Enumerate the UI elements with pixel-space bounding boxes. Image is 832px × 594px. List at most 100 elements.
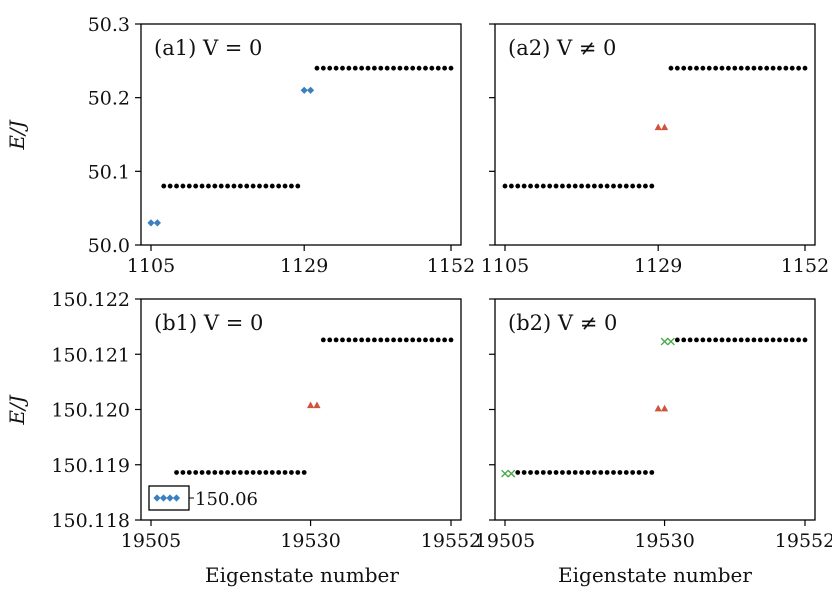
- data-point-dot: [372, 337, 377, 343]
- data-point-diamond: [306, 86, 315, 94]
- data-point-dot: [448, 337, 454, 343]
- data-point-dot: [231, 183, 237, 189]
- data-point-dot: [713, 65, 719, 71]
- data-point-dot: [391, 65, 396, 71]
- data-point-dot: [346, 337, 352, 343]
- y-tick-label: 50.1: [88, 161, 130, 183]
- data-point-dot: [630, 183, 636, 189]
- y-tick-label: 50.2: [88, 88, 130, 110]
- data-point-dot: [713, 337, 719, 343]
- panel-a2: 1105 1129 1152 (a2) V ≠ 0: [481, 23, 829, 277]
- x-tick-label: 1105: [127, 255, 175, 277]
- data-point-dot: [534, 470, 540, 475]
- data-point-dot: [604, 183, 610, 189]
- data-point-dot: [770, 65, 776, 71]
- data-point-dot: [435, 65, 441, 71]
- data-point-dot: [611, 183, 616, 189]
- data-point-dot: [199, 470, 205, 475]
- data-point-dot: [327, 337, 333, 343]
- data-point-dot: [617, 183, 623, 189]
- data-point-dot: [161, 183, 167, 189]
- data-point-dot: [365, 65, 371, 71]
- data-point-dot: [515, 183, 521, 189]
- data-point-dot: [700, 337, 706, 343]
- data-point-dot: [250, 183, 256, 189]
- data-point-dot: [687, 337, 693, 343]
- data-point-dot: [738, 337, 744, 343]
- y-tick-label: 50.3: [88, 14, 130, 36]
- data-point-dot: [365, 337, 371, 343]
- data-point-diamond: [153, 494, 161, 502]
- data-point-dot: [547, 470, 553, 475]
- data-point-dot: [719, 337, 725, 343]
- inset-value-label: 150.06: [195, 489, 258, 510]
- data-point-dot: [378, 65, 384, 71]
- data-point-dot: [212, 470, 218, 475]
- data-point-dot: [649, 183, 655, 189]
- data-point-dot: [333, 337, 339, 343]
- data-point-dot: [764, 65, 770, 71]
- data-point-dot: [174, 470, 179, 475]
- data-point-dot: [649, 470, 655, 475]
- data-point-dot: [244, 470, 250, 475]
- data-point-dot: [738, 65, 744, 71]
- data-point-dot: [643, 470, 648, 475]
- data-point-dot: [528, 183, 533, 189]
- data-point-dot: [694, 337, 699, 343]
- data-point-dot: [560, 470, 565, 475]
- data-point-dot: [180, 470, 186, 475]
- data-point-dot: [553, 183, 559, 189]
- data-point-dot: [585, 183, 591, 189]
- data-point-dot: [391, 337, 396, 343]
- x-tick-label: 19552: [421, 530, 481, 552]
- data-point-dot: [694, 65, 699, 71]
- y-tick-label: 150.119: [51, 455, 130, 477]
- data-point-dot: [378, 337, 384, 343]
- data-point-dot: [789, 337, 795, 343]
- data-point-dot: [623, 470, 629, 475]
- data-point-dot: [206, 470, 211, 475]
- y-tick-label: 150.118: [51, 510, 130, 532]
- data-point-dot: [726, 337, 731, 343]
- y-tick-label: 150.120: [51, 400, 130, 422]
- data-point-dot: [777, 337, 782, 343]
- x-axis-label-left: Eigenstate number: [205, 563, 399, 587]
- panel-label: (b2) V ≠ 0: [508, 311, 617, 335]
- data-point-dot: [623, 183, 629, 189]
- data-point-dot: [585, 470, 591, 475]
- data-point-dot: [359, 65, 365, 71]
- data-point-dot: [783, 65, 789, 71]
- data-point-dot: [566, 183, 572, 189]
- plot-frame: [140, 23, 462, 246]
- data-point-dot: [410, 65, 416, 71]
- data-point-dot: [327, 65, 333, 71]
- data-point-dot: [726, 65, 731, 71]
- data-point-dot: [403, 65, 409, 71]
- panel-label: (b1) V = 0: [154, 311, 263, 335]
- data-point-dot: [435, 337, 441, 343]
- data-point-dot: [359, 337, 365, 343]
- data-point-dot: [218, 183, 224, 189]
- data-point-dot: [515, 470, 521, 475]
- data-point-dot: [611, 470, 616, 475]
- data-point-dot: [681, 337, 687, 343]
- data-point-dot: [630, 470, 636, 475]
- data-point-dot: [643, 183, 648, 189]
- data-point-dot: [212, 183, 218, 189]
- data-point-dot: [572, 183, 578, 189]
- data-point-dot: [257, 183, 262, 189]
- data-point-cross: [501, 469, 509, 478]
- data-point-dot: [352, 65, 358, 71]
- data-point-dot: [502, 183, 508, 189]
- data-point-dot: [681, 65, 687, 71]
- x-tick-label: 19552: [775, 530, 832, 552]
- data-point-triangle: [313, 401, 321, 409]
- data-point-triangle: [306, 401, 315, 409]
- data-point-diamond: [166, 494, 174, 502]
- data-point-dot: [802, 337, 808, 343]
- data-point-dot: [757, 65, 763, 71]
- data-point-dot: [674, 65, 680, 71]
- y-tick-label: 150.121: [51, 344, 130, 366]
- data-point-triangle: [660, 404, 669, 412]
- data-point-dot: [442, 65, 448, 71]
